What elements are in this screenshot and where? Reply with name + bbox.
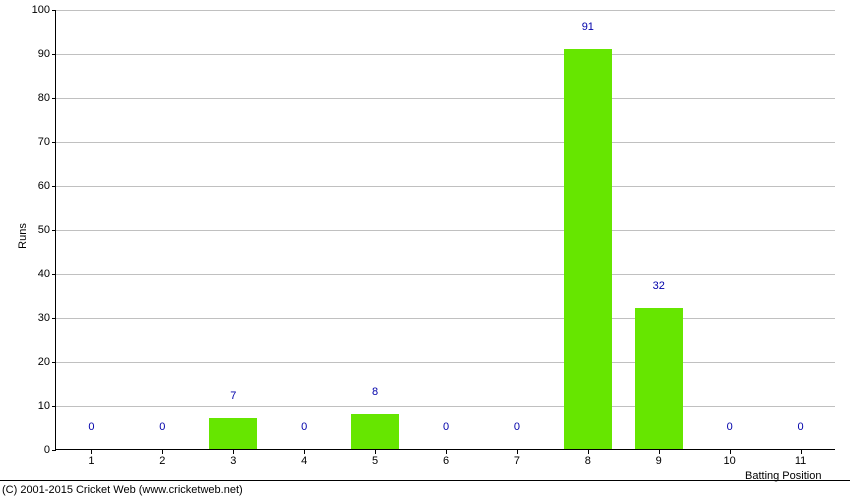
y-axis-label: Runs [17,223,29,249]
xtick-label: 1 [88,449,94,467]
ytick-label: 40 [38,268,56,280]
bar-value-label: 0 [514,421,520,435]
ytick-label: 90 [38,48,56,60]
ytick-label: 50 [38,224,56,236]
xtick-label: 3 [230,449,236,467]
bar-value-label: 91 [582,21,594,35]
xtick-label: 9 [656,449,662,467]
gridline [56,318,835,319]
ytick-label: 10 [38,400,56,412]
xtick-label: 10 [724,449,736,467]
gridline [56,362,835,363]
gridline [56,10,835,11]
bar-value-label: 32 [653,280,665,294]
ytick-label: 80 [38,92,56,104]
ytick-label: 60 [38,180,56,192]
gridline [56,406,835,407]
bar [564,49,612,449]
gridline [56,142,835,143]
xtick-label: 7 [514,449,520,467]
xtick-label: 4 [301,449,307,467]
footer-line [0,480,850,481]
gridline [56,98,835,99]
xtick-label: 2 [159,449,165,467]
plot-area: 0102030405060708090100102037405860708919… [55,10,835,450]
xtick-label: 6 [443,449,449,467]
bar-value-label: 0 [301,421,307,435]
bar-value-label: 0 [159,421,165,435]
bar [351,414,399,449]
ytick-label: 30 [38,312,56,324]
chart-container: 0102030405060708090100102037405860708919… [0,0,850,500]
bar-value-label: 0 [88,421,94,435]
copyright-text: (C) 2001-2015 Cricket Web (www.cricketwe… [2,484,243,496]
ytick-label: 0 [44,444,56,456]
xtick-label: 11 [795,449,806,467]
bar [635,308,683,449]
ytick-label: 20 [38,356,56,368]
xtick-label: 5 [372,449,378,467]
bar-value-label: 0 [727,421,733,435]
xtick-label: 8 [585,449,591,467]
bar [209,418,257,449]
bar-value-label: 8 [372,386,378,400]
gridline [56,54,835,55]
ytick-label: 100 [32,4,56,16]
gridline [56,230,835,231]
bar-value-label: 0 [797,421,803,435]
bar-value-label: 7 [230,390,236,404]
ytick-label: 70 [38,136,56,148]
gridline [56,274,835,275]
gridline [56,186,835,187]
bar-value-label: 0 [443,421,449,435]
